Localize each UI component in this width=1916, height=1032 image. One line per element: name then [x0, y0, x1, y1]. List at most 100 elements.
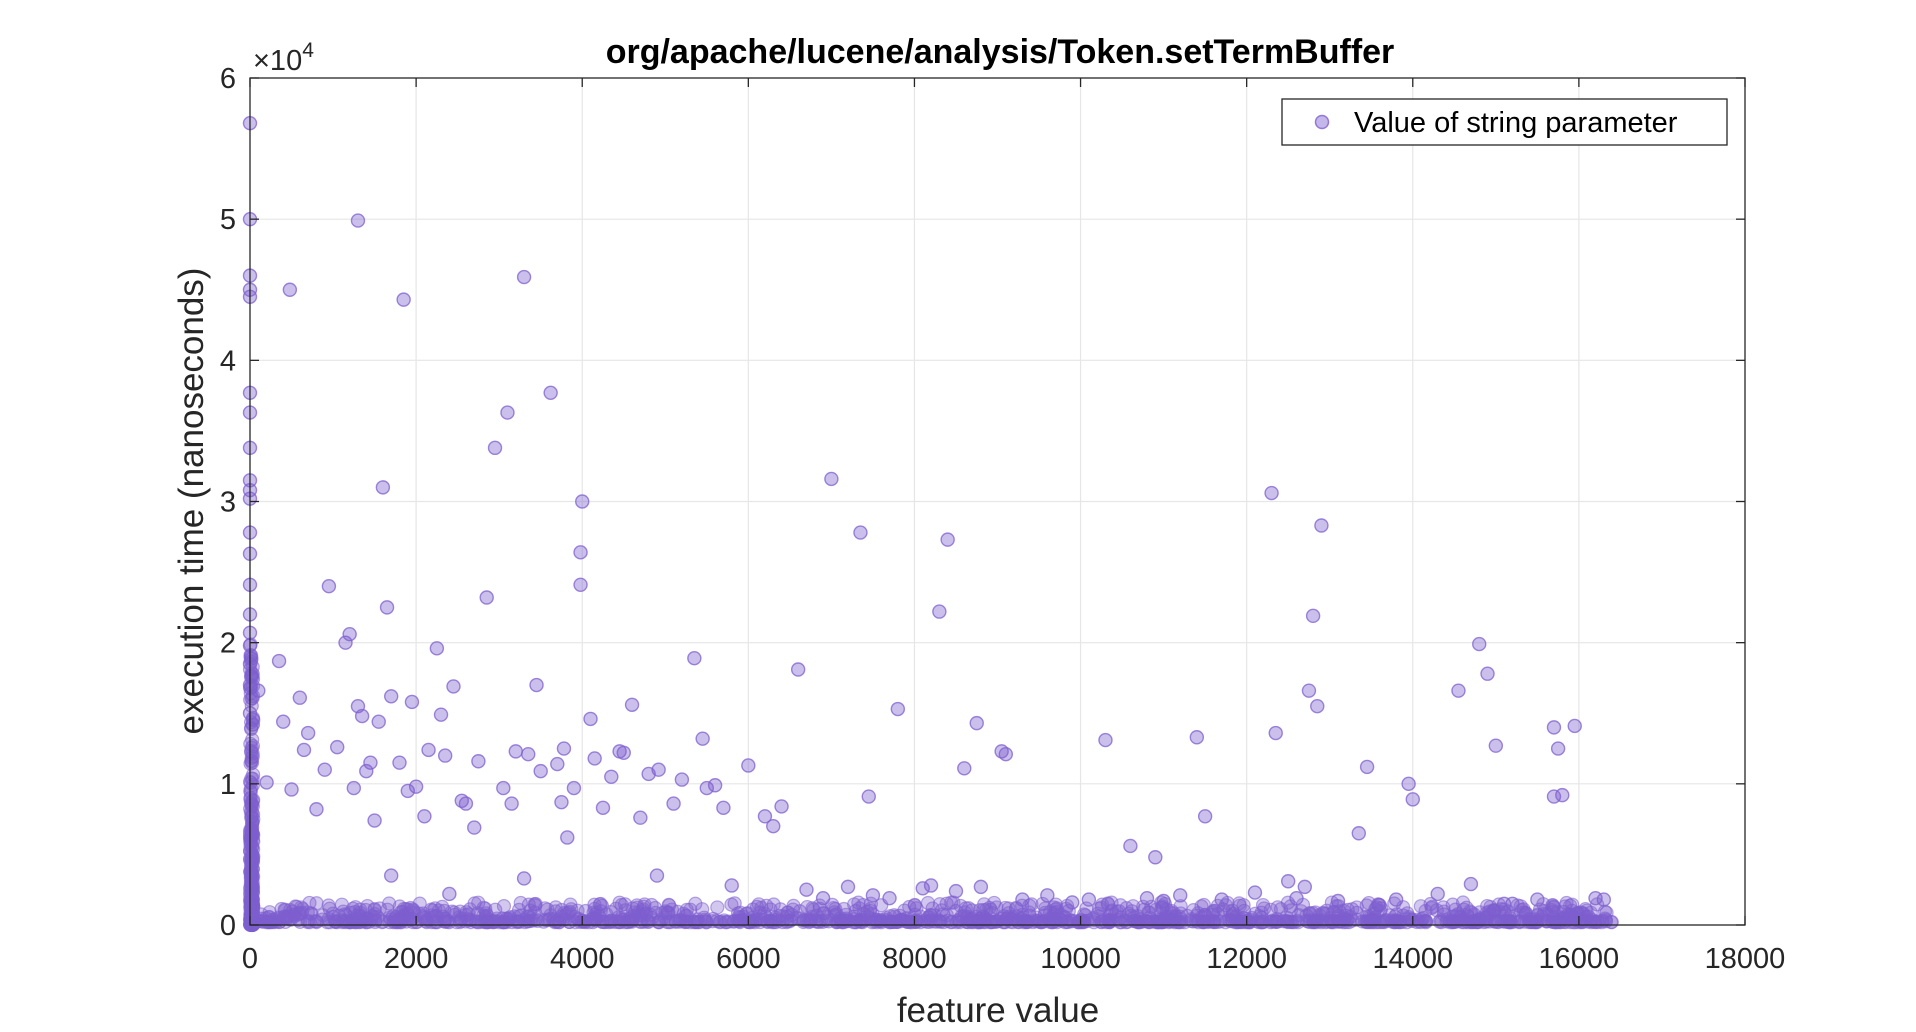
data-point	[1480, 666, 1495, 681]
y-exponent-power: 4	[302, 39, 314, 62]
data-point	[1488, 738, 1504, 753]
x-tick-label: 6000	[716, 943, 781, 975]
y-tick-label: 0	[220, 910, 236, 942]
data-point-band	[495, 911, 510, 926]
data-point-band	[925, 901, 940, 916]
data-point-band	[1559, 895, 1574, 911]
data-point-band	[1512, 915, 1527, 930]
data-point	[379, 600, 395, 615]
data-point	[1550, 741, 1566, 756]
data-point-band	[1037, 908, 1052, 923]
data-point	[882, 890, 897, 906]
data-point-band	[835, 915, 850, 930]
data-point	[566, 780, 582, 796]
data-point-band	[1205, 905, 1220, 920]
data-point	[383, 689, 399, 704]
data-point-band	[1366, 906, 1382, 921]
data-point	[442, 886, 457, 902]
data-point	[533, 763, 548, 779]
data-point	[1596, 892, 1612, 907]
data-point	[296, 742, 312, 758]
data-point	[1123, 838, 1138, 854]
data-point-band	[1480, 898, 1495, 914]
data-point	[282, 282, 298, 297]
data-point	[554, 794, 569, 810]
data-point-band	[543, 908, 558, 923]
y-axis-ticks: 0 1 2 3 4 5 6	[220, 63, 1745, 942]
data-point	[350, 213, 366, 228]
data-point	[1351, 826, 1366, 841]
data-point	[292, 690, 308, 705]
data-point-band	[920, 895, 936, 911]
data-point	[1280, 874, 1296, 889]
legend-label: Value of string parameter	[1354, 107, 1678, 139]
data-point	[1173, 888, 1188, 903]
data-point-band	[910, 914, 925, 929]
data-point-band	[382, 910, 398, 925]
data-point-column	[245, 798, 260, 814]
data-point	[396, 292, 411, 307]
data-point-band	[598, 914, 613, 930]
data-point	[1081, 892, 1097, 907]
data-point	[573, 577, 588, 592]
data-point-band	[661, 897, 676, 912]
data-point	[1496, 896, 1512, 912]
data-point-band	[954, 909, 969, 924]
y-tick-label: 2	[220, 628, 236, 660]
data-point	[973, 879, 989, 895]
data-point	[1139, 890, 1155, 906]
data-point-column	[244, 839, 260, 855]
data-point-band	[262, 905, 277, 920]
data-point-band	[1545, 898, 1561, 913]
data-point-band	[936, 914, 951, 930]
data-point	[471, 754, 486, 769]
data-point	[595, 800, 611, 816]
y-tick-label: 5	[220, 204, 236, 236]
data-point	[317, 762, 332, 777]
x-tick-label: 16000	[1539, 943, 1620, 975]
data-point	[757, 809, 773, 824]
data-point	[392, 755, 407, 770]
data-point-band	[964, 903, 980, 918]
data-point-band	[1218, 915, 1233, 930]
data-point	[741, 758, 756, 773]
data-point	[543, 385, 558, 401]
data-point-band	[1436, 900, 1451, 915]
data-point	[1472, 636, 1487, 652]
data-point-column	[245, 820, 260, 835]
data-point-band	[292, 914, 308, 929]
data-point	[1451, 683, 1466, 698]
data-point-band	[1025, 914, 1041, 930]
x-axis-label: feature value	[897, 991, 1099, 1030]
data-point	[604, 769, 619, 784]
data-point	[1463, 876, 1479, 892]
data-point-band	[1563, 915, 1578, 930]
data-point-band	[1432, 914, 1447, 929]
data-point-band	[521, 910, 537, 925]
data-point-band	[625, 901, 640, 916]
data-point	[429, 641, 445, 656]
data-point-band	[1104, 904, 1119, 919]
data-point	[1330, 893, 1346, 909]
data-point	[624, 697, 640, 712]
data-point	[359, 763, 374, 779]
data-point	[865, 888, 881, 903]
data-point	[1015, 892, 1030, 907]
data-point-band	[760, 914, 775, 929]
data-point	[1289, 890, 1304, 906]
data-point	[583, 711, 598, 727]
data-point	[699, 780, 715, 796]
data-point	[417, 809, 432, 824]
data-point-band	[1459, 900, 1474, 915]
data-point-band	[946, 895, 961, 910]
data-point-band	[405, 902, 420, 917]
data-point	[612, 744, 627, 759]
data-point-band	[396, 912, 411, 927]
data-point-band	[334, 897, 350, 912]
data-point	[367, 813, 382, 828]
data-point	[957, 761, 972, 776]
data-point-band	[907, 898, 922, 913]
data-point-band	[1075, 914, 1090, 929]
data-point	[666, 796, 681, 811]
data-point-band	[1161, 915, 1176, 930]
